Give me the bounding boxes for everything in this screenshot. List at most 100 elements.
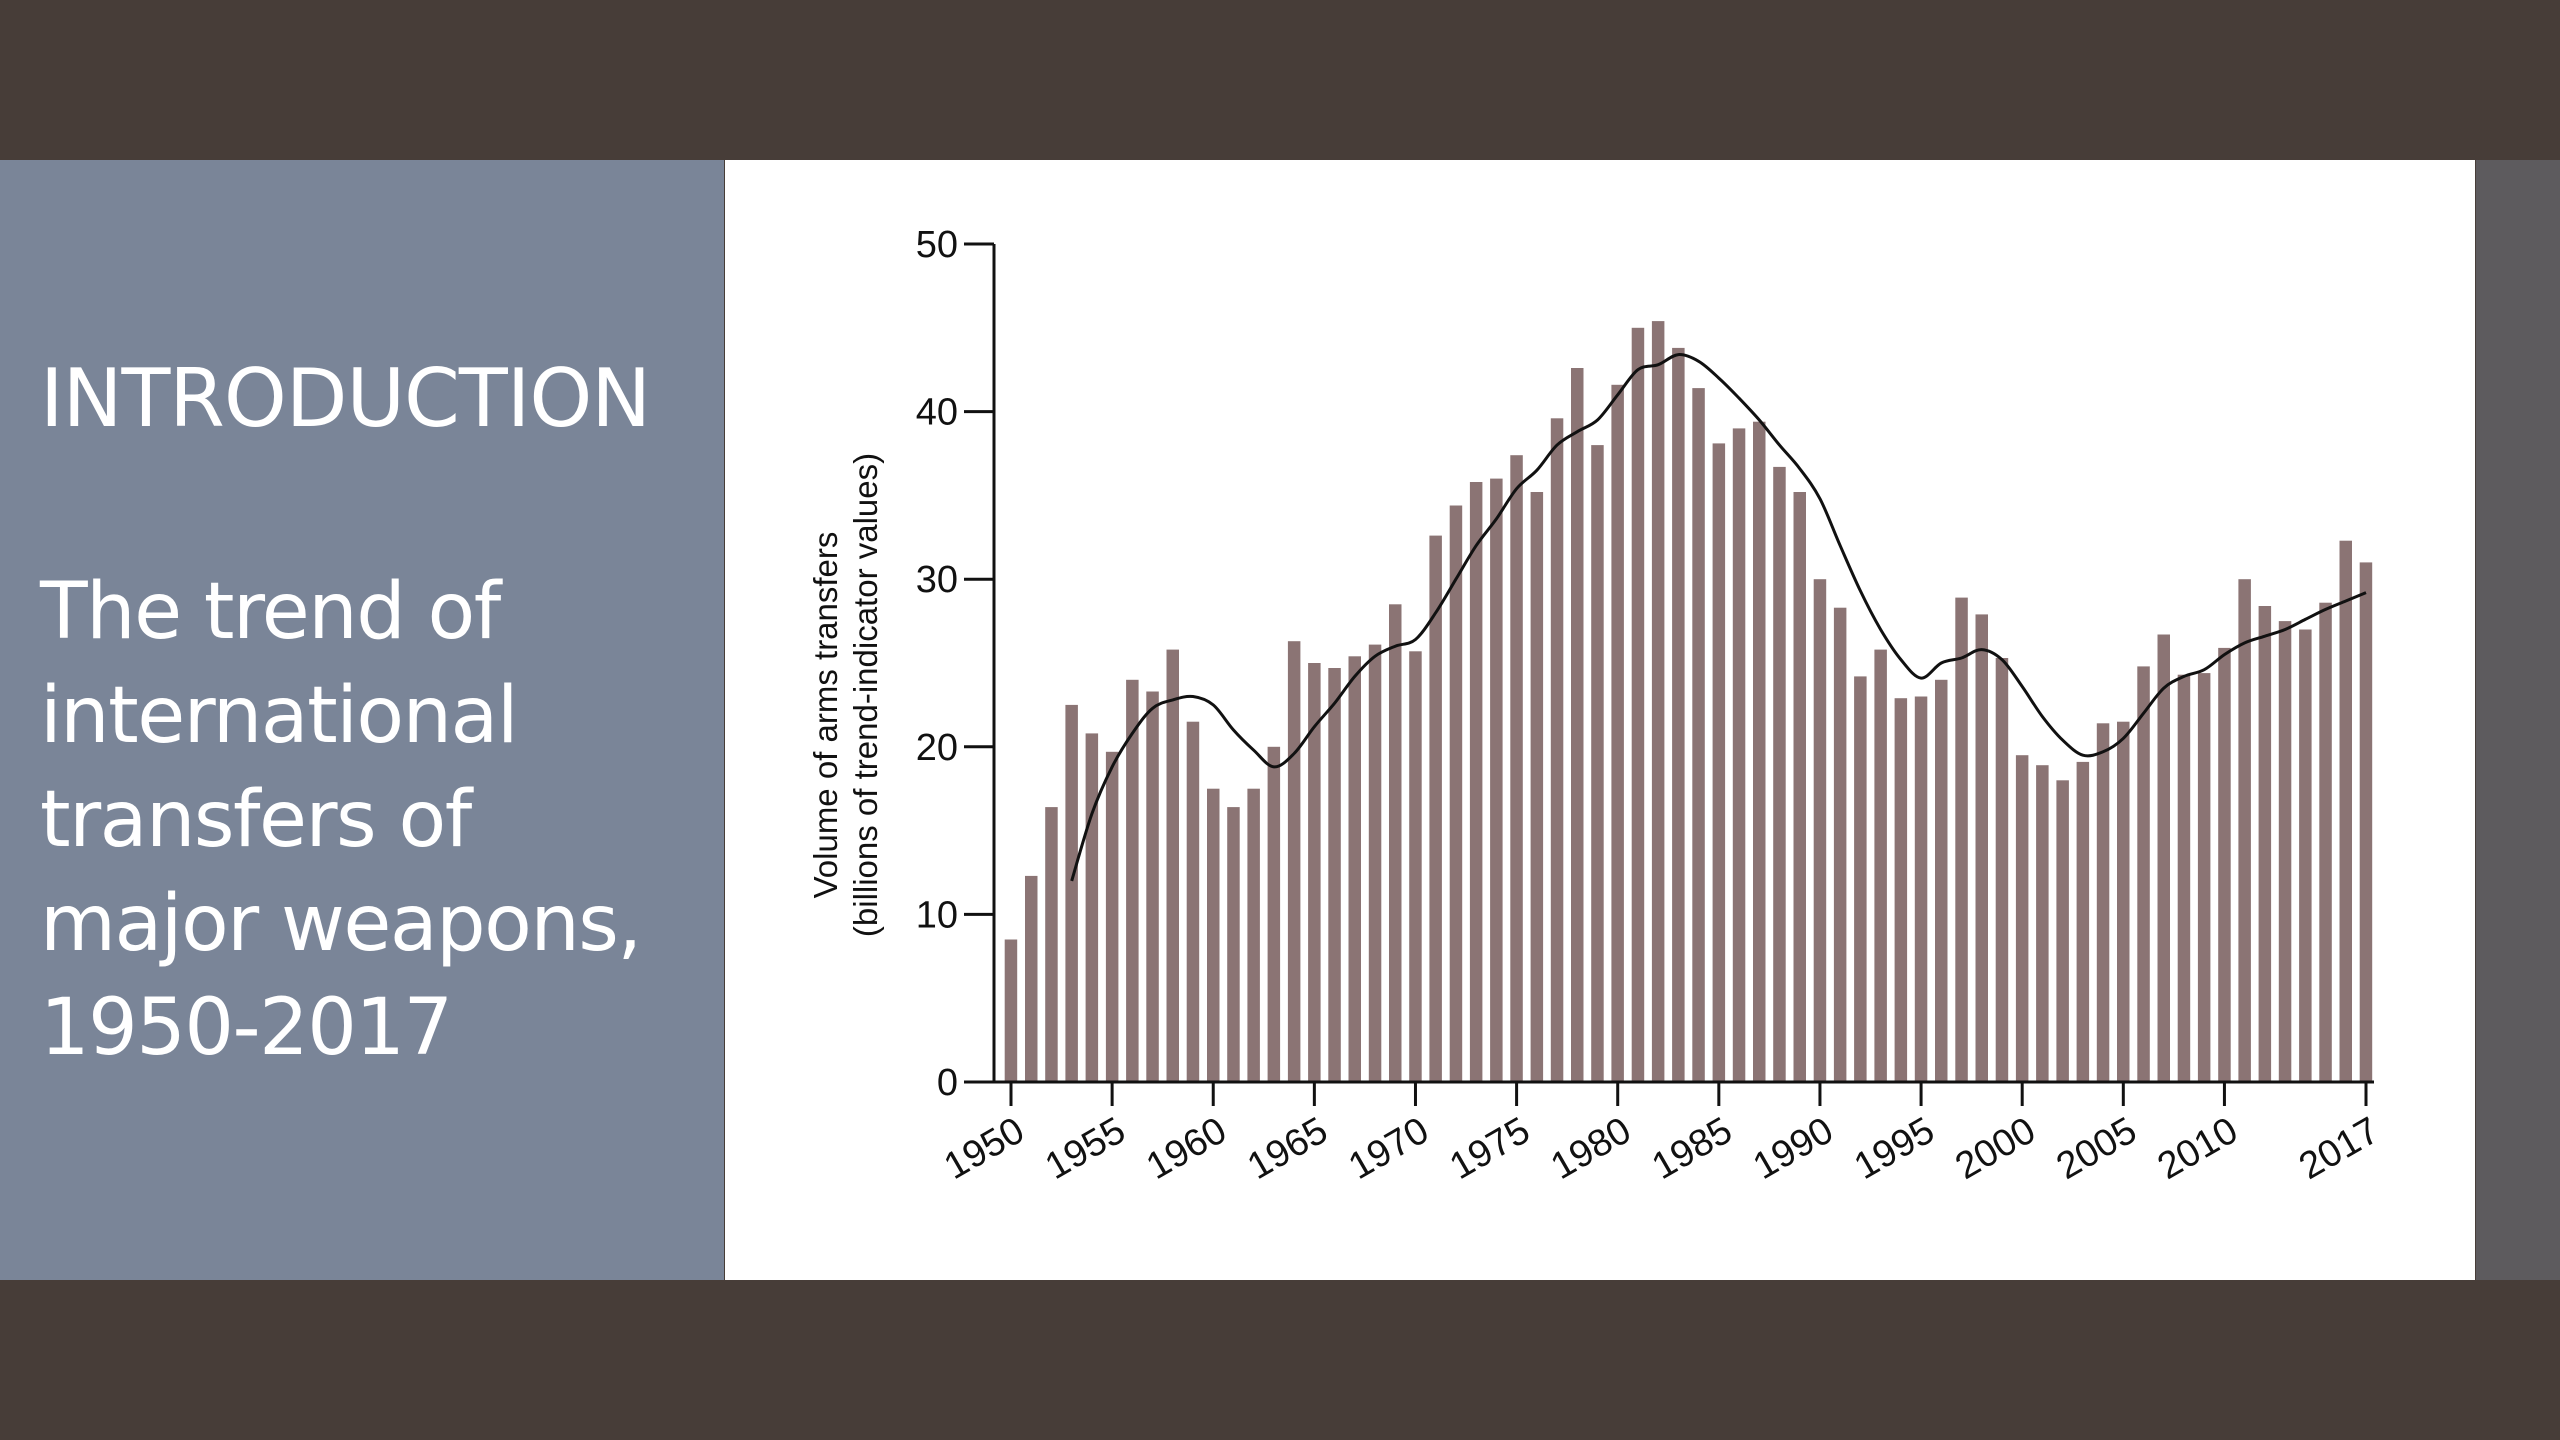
bar-1985 [1712, 443, 1726, 1082]
bar-1984 [1692, 388, 1705, 1083]
bar-1999 [1995, 658, 2009, 1082]
bar-1969 [1389, 604, 1402, 1082]
bar-1991 [1833, 607, 1847, 1082]
bar-1982 [1651, 321, 1665, 1083]
bar-2004 [2096, 723, 2110, 1082]
bar-2007 [2157, 634, 2170, 1082]
bar-1957 [1146, 691, 1159, 1082]
slide-heading: INTRODUCTION [40, 352, 651, 445]
bar-1966 [1328, 668, 1341, 1082]
bar-1963 [1267, 746, 1281, 1082]
subtitle-line: 1950-2017 [40, 983, 453, 1073]
y-axis-title-line-2: (billions of trend-indicator values) [847, 453, 884, 937]
bar-1951 [1025, 875, 1038, 1082]
bar-1994 [1894, 698, 1908, 1082]
bar-1953 [1065, 704, 1078, 1082]
y-tick-label-50: 50 [916, 224, 958, 266]
bar-2006 [2137, 666, 2150, 1082]
bar-2005 [2117, 721, 2130, 1082]
bar-series [1004, 321, 2373, 1083]
bar-2010 [2218, 647, 2231, 1082]
subtitle-line: major weapons, [40, 879, 642, 969]
right-edge-strip [2476, 160, 2560, 1280]
bar-1979 [1591, 445, 1604, 1083]
bar-1954 [1085, 733, 1099, 1082]
bar-1961 [1227, 807, 1240, 1082]
bar-1973 [1469, 482, 1483, 1082]
bar-1959 [1186, 721, 1200, 1082]
y-tick-label-10: 10 [916, 894, 958, 936]
bar-1981 [1631, 327, 1645, 1082]
y-tick-label-0: 0 [937, 1062, 958, 1104]
bar-1998 [1975, 614, 1988, 1082]
x-tick-label-1980: 1980 [1544, 1109, 1638, 1188]
x-tick-label-1960: 1960 [1140, 1109, 1234, 1188]
x-tick-label-1955: 1955 [1038, 1109, 1132, 1188]
bar-1977 [1550, 418, 1564, 1082]
bar-2014 [2299, 629, 2312, 1082]
bar-2008 [2177, 674, 2191, 1082]
bar-1987 [1753, 421, 1766, 1082]
bar-1965 [1308, 663, 1321, 1082]
bar-1958 [1166, 649, 1179, 1082]
bar-2002 [2056, 780, 2069, 1082]
bar-1970 [1409, 651, 1422, 1082]
y-tick-label-20: 20 [916, 727, 958, 769]
bottom-band [0, 1280, 2560, 1440]
top-band [0, 0, 2560, 160]
x-tick-label-2000: 2000 [1948, 1109, 2042, 1188]
trend-line [1070, 353, 2367, 882]
bar-1993 [1874, 649, 1887, 1082]
x-tick-label-1975: 1975 [1443, 1109, 1537, 1188]
title-panel [0, 160, 724, 1280]
bar-1980 [1611, 384, 1624, 1082]
bar-1996 [1935, 679, 1948, 1082]
y-tick-label-30: 30 [916, 559, 958, 601]
slide-subtitle: The trend of international transfers of … [40, 560, 710, 1080]
y-axis-title-line-1: Volume of arms transfers [807, 532, 844, 899]
bar-1955 [1105, 751, 1119, 1082]
x-tick-label-1990: 1990 [1746, 1109, 1840, 1188]
bar-2013 [2278, 621, 2292, 1082]
y-tick-label-40: 40 [916, 392, 958, 434]
bar-1950 [1004, 939, 1018, 1082]
bar-1988 [1773, 466, 1786, 1082]
bar-2000 [2015, 755, 2029, 1082]
bar-1986 [1732, 428, 1746, 1082]
bar-1997 [1955, 597, 1968, 1082]
x-tick-label-1985: 1985 [1645, 1109, 1739, 1188]
x-tick-label-2010: 2010 [2151, 1109, 2245, 1188]
subtitle-line: The trend of [40, 567, 501, 657]
bar-2011 [2238, 579, 2251, 1082]
bar-2017 [2359, 562, 2373, 1082]
bar-1956 [1126, 679, 1139, 1082]
bar-1976 [1530, 492, 1544, 1082]
chart-panel: 0 10 20 30 40 50 1950 1955 1960 1965 1970 1975 1980… [725, 160, 2475, 1280]
bar-1952 [1045, 807, 1058, 1082]
bar-1983 [1672, 347, 1685, 1082]
x-tick-label-2005: 2005 [2050, 1109, 2144, 1188]
bar-1992 [1854, 676, 1867, 1082]
bar-2003 [2076, 761, 2090, 1082]
bar-1974 [1490, 478, 1503, 1083]
arms-transfers-chart: 0 10 20 30 40 50 1950 1955 1960 1965 1970 1975 1980… [807, 224, 2387, 1188]
x-tick-label-1950: 1950 [937, 1109, 1031, 1188]
bar-2012 [2258, 606, 2272, 1082]
x-tick-label-1995: 1995 [1847, 1109, 1941, 1188]
y-axis: 0 10 20 30 40 50 [916, 224, 996, 1104]
bar-2016 [2339, 540, 2352, 1082]
bar-2001 [2036, 765, 2049, 1082]
x-tick-label-1970: 1970 [1342, 1109, 1436, 1188]
bar-1968 [1368, 644, 1382, 1082]
bar-1962 [1247, 788, 1260, 1082]
bar-1975 [1510, 455, 1523, 1082]
x-tick-label-1965: 1965 [1241, 1109, 1335, 1188]
bar-2009 [2197, 673, 2211, 1082]
bar-2015 [2319, 602, 2332, 1082]
bar-1967 [1348, 656, 1361, 1082]
bar-1989 [1793, 492, 1806, 1082]
bar-1995 [1914, 696, 1928, 1082]
subtitle-line: transfers of [40, 775, 472, 865]
bar-1972 [1449, 505, 1463, 1082]
bar-1990 [1813, 579, 1827, 1082]
